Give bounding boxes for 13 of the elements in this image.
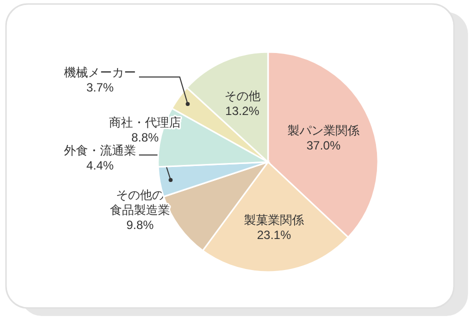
data-label: 8.8%	[131, 130, 159, 144]
data-label: 3.7%	[86, 80, 114, 94]
slice-label: 製菓業関係	[244, 213, 304, 228]
data-label: 23.1%	[256, 228, 292, 242]
data-label: 37.0%	[306, 138, 341, 152]
slice-label: 製パン業関係	[288, 123, 360, 138]
data-label: 4.4%	[86, 158, 114, 172]
slice-label: 外食・流通業	[64, 144, 136, 158]
slice-label: 機械メーカー	[64, 66, 136, 80]
slice-label: 商社・代理店	[109, 116, 181, 130]
slice-label: その他	[224, 89, 260, 104]
data-label: 13.2%	[225, 104, 260, 118]
data-label: 9.8%	[126, 218, 154, 232]
